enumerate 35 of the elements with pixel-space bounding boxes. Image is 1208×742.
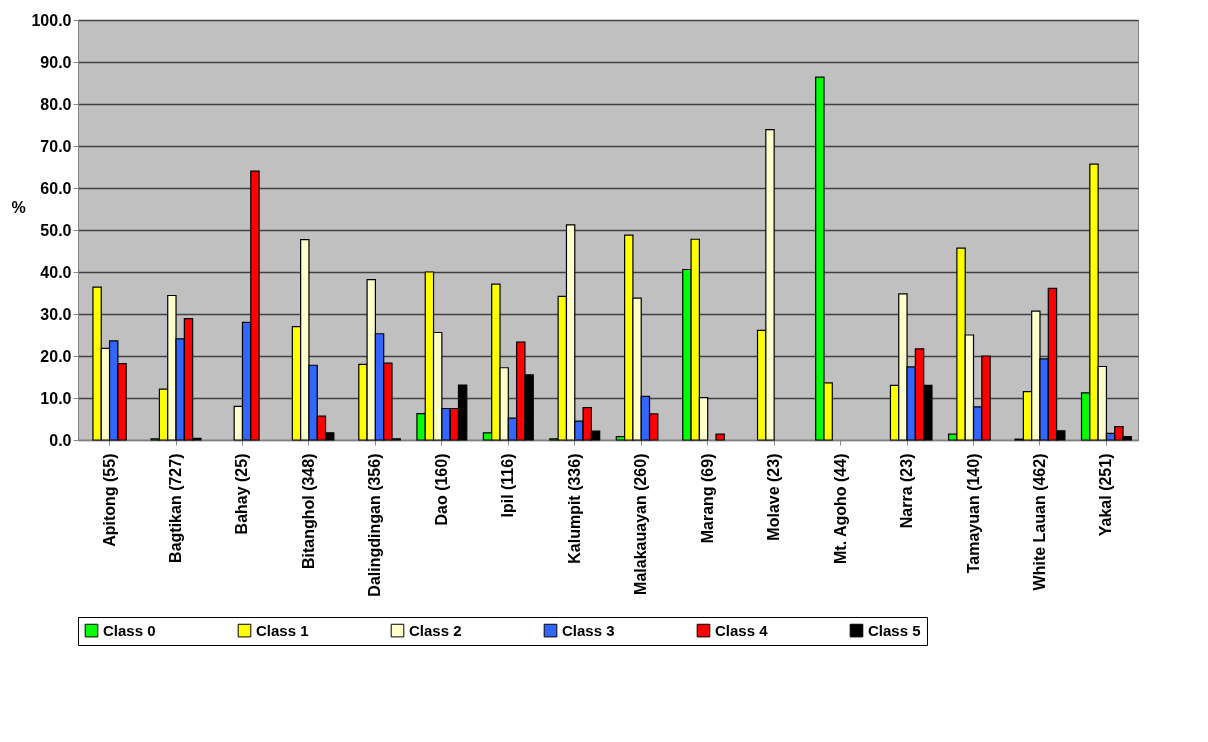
x-tick-label: Mt. Agoho (44) <box>831 453 849 564</box>
y-tick-label: 90.0 <box>40 53 72 71</box>
x-tick-label: Ipil (116) <box>499 453 517 518</box>
x-tick-label: Tamayuan (140) <box>964 453 982 574</box>
x-tick-label: White Lauan (462) <box>1030 453 1048 591</box>
y-tick-label: 50.0 <box>40 221 72 239</box>
x-tick-label: Yakal (251) <box>1097 453 1115 537</box>
legend-label: Class 3 <box>562 621 615 639</box>
x-tick-label: Apitong (55) <box>100 453 118 547</box>
bar <box>715 433 725 441</box>
x-tick-label: Bahay (25) <box>233 453 251 535</box>
x-tick-label: Malakauayan (260) <box>632 453 650 595</box>
x-tick-label: Bagtikan (727) <box>167 453 185 563</box>
x-tick-label: Kalumpit (336) <box>565 453 583 564</box>
legend-label: Class 2 <box>409 621 462 639</box>
y-axis-title: % <box>11 198 26 216</box>
y-tick-label: 40.0 <box>40 263 72 281</box>
x-tick-label: Molave (23) <box>765 453 783 541</box>
y-tick-label: 20.0 <box>40 347 72 365</box>
y-tick-label: 60.0 <box>40 179 72 197</box>
y-tick-label: 80.0 <box>40 95 72 113</box>
legend-label: Class 1 <box>256 621 309 639</box>
y-tick-label: 70.0 <box>40 137 72 155</box>
y-tick-label: 0.0 <box>49 431 72 449</box>
legend-label: Class 5 <box>868 621 921 639</box>
x-tick-label: Dalingdingan (356) <box>366 453 384 597</box>
x-tick-label: Bitanghol (348) <box>299 453 317 570</box>
x-tick-label: Dao (160) <box>432 453 450 526</box>
y-tick-label: 100.0 <box>31 11 72 29</box>
legend-label: Class 0 <box>103 621 156 639</box>
y-tick-label: 30.0 <box>40 305 72 323</box>
legend-label: Class 4 <box>715 621 769 639</box>
x-tick-label: Narra (23) <box>898 453 916 529</box>
x-tick-label: Marang (69) <box>698 453 716 544</box>
y-tick-label: 10.0 <box>40 389 72 407</box>
